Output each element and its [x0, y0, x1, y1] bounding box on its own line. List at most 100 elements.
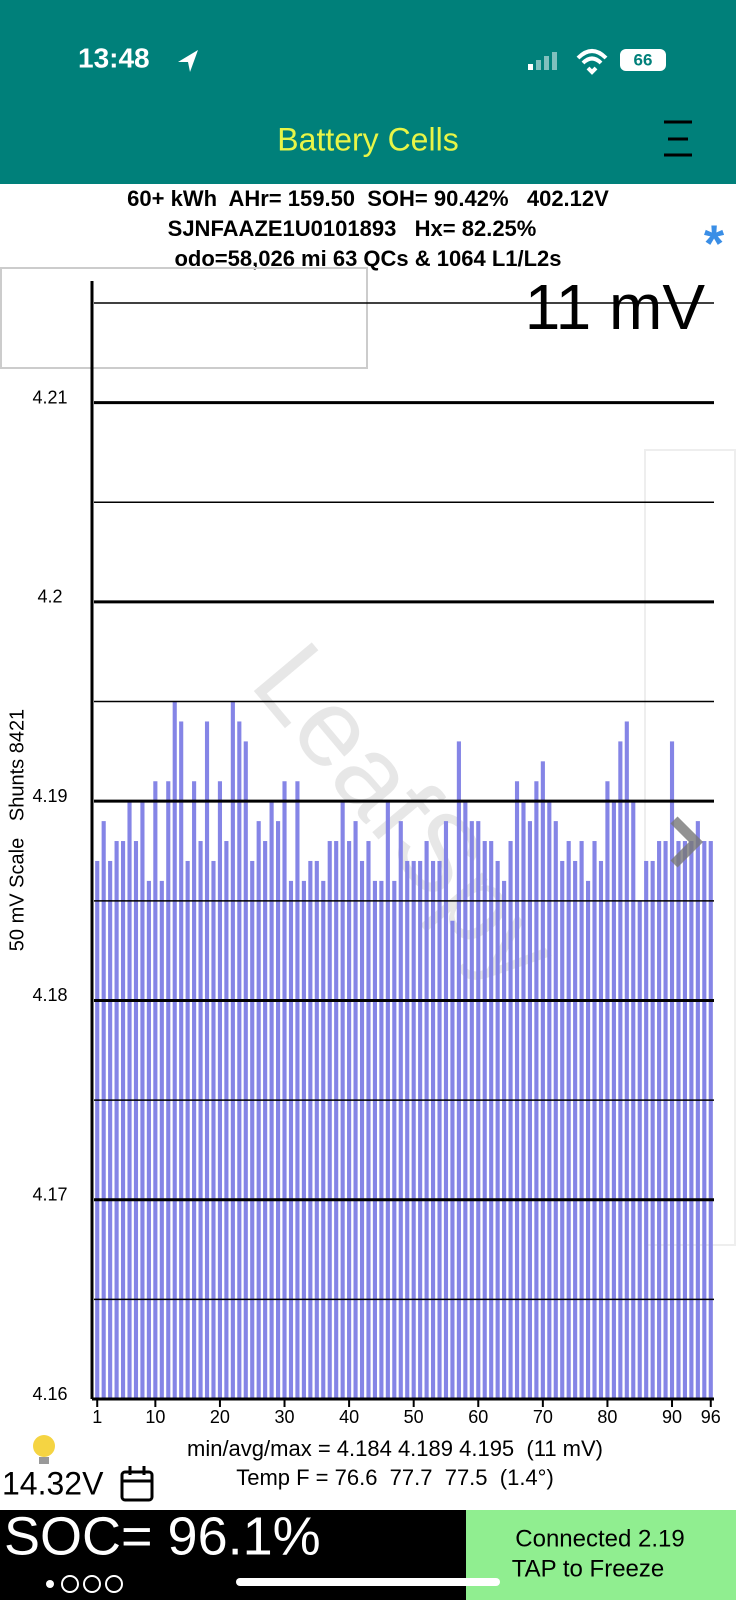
- bar: [585, 880, 591, 1399]
- bar: [327, 841, 332, 1399]
- bar: [469, 821, 474, 1399]
- bar: [708, 841, 713, 1399]
- x-tick-label: 1: [92, 1407, 102, 1427]
- bar: [198, 841, 203, 1399]
- soc: SOC= 96.1%: [4, 1506, 321, 1566]
- bar: [211, 860, 216, 1399]
- info-line: SJNFAAZE1U0101893 Hx= 82.25%: [168, 216, 537, 241]
- bar: [250, 860, 255, 1399]
- voltage: 14.32V: [2, 1465, 104, 1501]
- status-time: 13:48: [78, 42, 150, 73]
- x-tick-label: 50: [404, 1407, 424, 1427]
- y-tick-label: 4.16: [32, 1384, 67, 1404]
- bar: [314, 860, 319, 1399]
- bar: [495, 860, 500, 1399]
- bar: [120, 841, 126, 1399]
- x-tick-label: 60: [468, 1407, 488, 1427]
- bar: [676, 841, 681, 1399]
- y-axis-label: 50 mV Scale Shunts 8421: [6, 709, 28, 951]
- bar: [179, 721, 184, 1399]
- bar: [334, 841, 339, 1399]
- bar: [166, 781, 171, 1399]
- bar: [308, 860, 313, 1399]
- bar: [482, 841, 487, 1399]
- page-dots: [46, 1575, 123, 1593]
- bar: [540, 761, 545, 1399]
- info-line: 60+ kWh AHr= 159.50 SOH= 90.42% 402.12V: [127, 186, 609, 211]
- menu-button[interactable]: [664, 120, 692, 157]
- bar: [424, 841, 429, 1399]
- bar: [398, 821, 403, 1399]
- bar: [230, 701, 235, 1399]
- bar: [534, 781, 539, 1399]
- version: v2.3.0 en: [339, 1583, 394, 1598]
- battery-icon: [620, 49, 666, 71]
- freeze-action: TAP to Freeze: [512, 1555, 665, 1582]
- bar: [514, 781, 520, 1399]
- bar: [560, 860, 565, 1399]
- bar: [430, 860, 436, 1399]
- marker[interactable]: *: [704, 216, 725, 274]
- spread: 11 mV: [525, 271, 706, 343]
- bar: [95, 860, 100, 1399]
- bar: [443, 821, 449, 1399]
- bar: [263, 841, 268, 1399]
- bar: [192, 781, 197, 1399]
- bar: [695, 821, 700, 1399]
- bar: [185, 860, 190, 1399]
- stats-line: min/avg/max = 4.184 4.189 4.195 (11 mV): [187, 1436, 603, 1461]
- bar: [624, 721, 629, 1399]
- bar: [204, 721, 210, 1399]
- bar: [411, 860, 416, 1399]
- bar: [353, 821, 358, 1399]
- bar: [133, 841, 139, 1399]
- bar: [172, 701, 177, 1399]
- x-tick-label: 90: [662, 1407, 682, 1427]
- connection-status: Connected 2.19: [515, 1525, 684, 1552]
- bar: [682, 841, 688, 1399]
- bar: [372, 880, 378, 1399]
- wifi-icon: [576, 49, 608, 75]
- bar: [566, 841, 571, 1399]
- bar: [702, 841, 707, 1399]
- bar: [418, 860, 423, 1399]
- bar: [256, 821, 261, 1399]
- bar: [237, 721, 242, 1399]
- bar: [579, 841, 584, 1399]
- x-tick-label: 70: [533, 1407, 553, 1427]
- x-tick-label: 96: [701, 1407, 721, 1427]
- bar: [650, 860, 655, 1399]
- bar: [153, 781, 158, 1399]
- bar: [295, 781, 300, 1399]
- temps-line: Temp F = 76.6 77.7 77.5 (1.4°): [236, 1465, 554, 1490]
- calendar-icon[interactable]: [120, 1466, 154, 1502]
- bar: [644, 860, 649, 1399]
- bar: [637, 900, 642, 1399]
- bar: [243, 741, 248, 1399]
- bar: [379, 880, 384, 1399]
- y-tick-label: 4.21: [32, 387, 67, 407]
- bar: [598, 860, 604, 1399]
- next-arrow[interactable]: [670, 816, 704, 868]
- bar: [347, 841, 352, 1399]
- bar: [605, 781, 610, 1399]
- bar: [224, 841, 229, 1399]
- touch-area[interactable]: [0, 267, 368, 369]
- bar: [101, 821, 106, 1399]
- bar: [437, 860, 442, 1399]
- x-tick-label: 10: [145, 1407, 165, 1427]
- location-icon: [178, 50, 198, 72]
- y-tick-label: 4.18: [32, 985, 67, 1005]
- freeze-button[interactable]: [466, 1510, 736, 1600]
- bar: [508, 841, 513, 1399]
- bar: [282, 781, 287, 1399]
- bar: [553, 821, 558, 1399]
- bar: [476, 821, 481, 1399]
- x-tick-label: 20: [210, 1407, 230, 1427]
- bar: [217, 781, 223, 1399]
- y-tick-label: 4.19: [32, 786, 67, 806]
- bar: [288, 880, 294, 1399]
- bar: [489, 841, 494, 1399]
- bar: [618, 741, 623, 1399]
- x-tick-label: 30: [275, 1407, 295, 1427]
